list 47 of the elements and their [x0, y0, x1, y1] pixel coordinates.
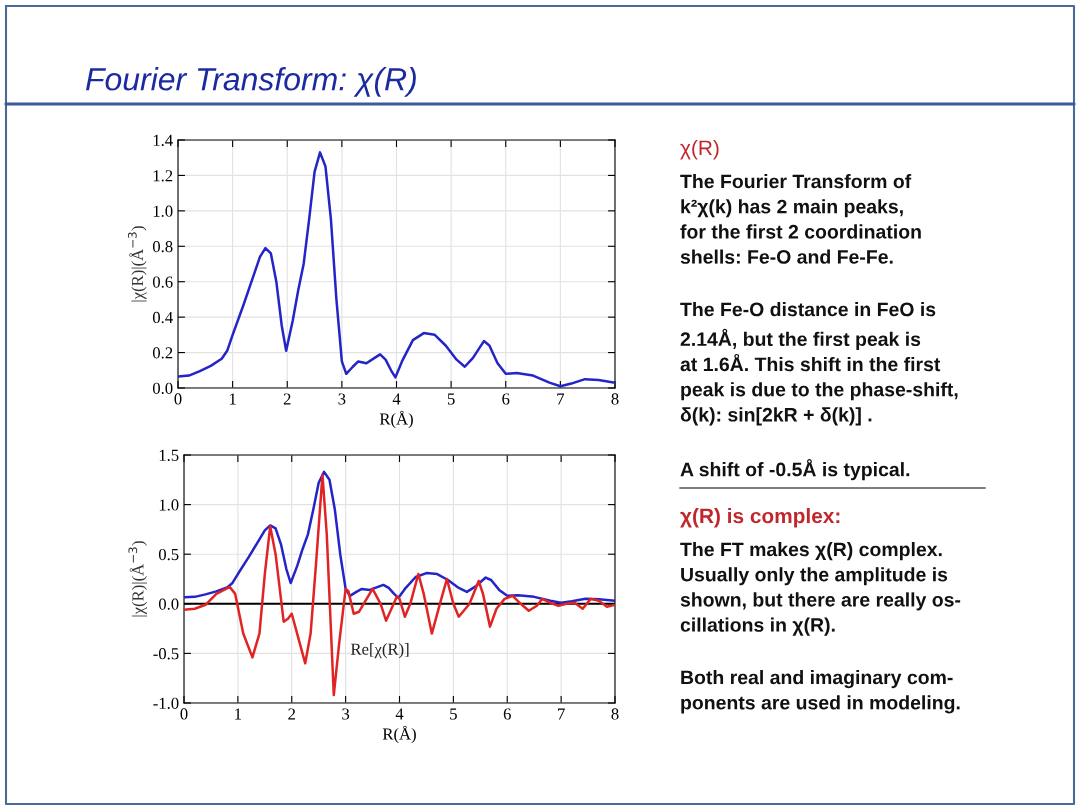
- y-tick-label: 0.0: [158, 598, 179, 610]
- x-tick-label: 7: [558, 708, 565, 720]
- y-tick-label: 1.4: [153, 134, 173, 147]
- x-tick-label: 8: [611, 708, 619, 720]
- line-series: [184, 470, 615, 605]
- x-tick-label: 5: [450, 708, 457, 720]
- x-tick-label: 3: [342, 708, 350, 720]
- y-tick-label: -0.5: [153, 648, 179, 660]
- x-axis-title: R(Å): [382, 725, 416, 744]
- x-tick-label: 2: [283, 393, 291, 405]
- series-label: Re[χ(R)]: [350, 643, 409, 659]
- y-tick-label: 0.6: [152, 276, 173, 288]
- x-tick-label: 4: [395, 708, 404, 720]
- y-tick-label: 1.5: [159, 449, 179, 462]
- x-tick-label: 4: [392, 393, 401, 405]
- y-tick-label: 0.8: [152, 240, 173, 253]
- x-tick-label: 2: [288, 708, 295, 720]
- x-tick-label: 5: [447, 393, 455, 405]
- x-tick-label: 6: [502, 393, 510, 405]
- x-tick-label: 6: [503, 708, 511, 720]
- text: The FT makes χ(R) complex. Usually only the amplitude is shown, but there are really os- cillations in χ(R).: [680, 542, 961, 636]
- chart-title: Fourier Transform: χ(R): [85, 67, 416, 97]
- y-axis-title: |χ(R)|(Å$^{−3}$): [127, 226, 147, 302]
- y-tick-label: 1.0: [159, 499, 179, 511]
- x-axis-title: R(Å): [379, 410, 413, 429]
- x-tick-label: 3: [338, 393, 346, 405]
- line-series: [184, 473, 615, 697]
- y-axis-title: |χ(R)|(Å$^{−3}$): [128, 541, 147, 617]
- y-tick-label: 1.0: [153, 205, 173, 217]
- y-tick-label: -1.0: [153, 697, 179, 710]
- text: A shift of -0.5Å is typical.: [680, 459, 910, 481]
- x-tick-label: 0: [174, 393, 182, 405]
- x-tick-label: 8: [611, 393, 619, 405]
- y-tick-label: 0.5: [158, 548, 179, 561]
- text: χ(R) is complex:: [680, 508, 840, 528]
- y-tick-label: 0.4: [152, 311, 173, 324]
- text: The Fe-O distance in FeO is 2.14Å, but the first peak is at 1.6Å. This shift in the first peak is due to the phase-shift, δ(k): sin[2kR + δ(k)] .: [680, 302, 958, 426]
- text: The Fourier Transform of k²χ(k) has 2 main peaks, for the first 2 coordination shells: Fe-O and Fe-Fe.: [680, 174, 921, 264]
- text: Both real and imaginary com- ponents are used in modeling.: [681, 670, 960, 714]
- y-tick-label: 1.2: [153, 170, 173, 182]
- x-tick-label: 1: [229, 393, 236, 405]
- text: χ(R): [680, 140, 719, 160]
- y-tick-label: 0.2: [152, 347, 173, 359]
- y-tick-label: 0.0: [152, 382, 173, 395]
- x-tick-label: 7: [557, 393, 565, 405]
- x-tick-label: 1: [235, 708, 242, 720]
- x-tick-label: 0: [180, 708, 188, 720]
